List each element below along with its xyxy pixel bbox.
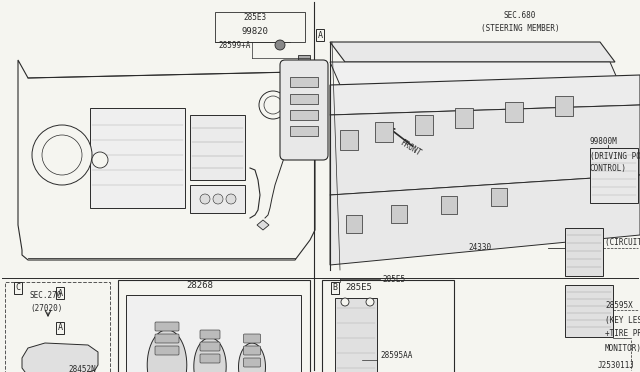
Bar: [118, 280, 310, 372]
Text: 285E3: 285E3: [243, 13, 267, 22]
Text: 28595X: 28595X: [605, 301, 633, 310]
FancyBboxPatch shape: [200, 354, 220, 363]
Text: 99800M: 99800M: [590, 138, 618, 147]
Text: MONITOR): MONITOR): [605, 343, 640, 353]
Polygon shape: [194, 338, 226, 372]
Text: 285E5: 285E5: [345, 283, 372, 292]
FancyBboxPatch shape: [243, 334, 260, 343]
Bar: [565, 285, 613, 337]
Polygon shape: [330, 105, 640, 195]
Circle shape: [366, 298, 374, 306]
Polygon shape: [330, 62, 620, 85]
FancyBboxPatch shape: [280, 60, 328, 160]
FancyBboxPatch shape: [243, 358, 260, 367]
Circle shape: [42, 135, 82, 175]
FancyBboxPatch shape: [155, 322, 179, 331]
Bar: [190, 185, 245, 213]
Bar: [335, 298, 377, 372]
Polygon shape: [22, 343, 98, 372]
FancyBboxPatch shape: [200, 330, 220, 339]
Bar: [415, 115, 433, 135]
Circle shape: [226, 194, 236, 204]
Text: 28268: 28268: [187, 282, 213, 291]
Circle shape: [259, 91, 287, 119]
Text: 99820: 99820: [241, 28, 268, 36]
Text: A: A: [58, 289, 63, 298]
Text: FRONT: FRONT: [398, 138, 422, 158]
Text: B: B: [333, 283, 337, 292]
Bar: [290, 94, 318, 104]
Bar: [555, 96, 573, 116]
Text: 285E5: 285E5: [382, 275, 405, 283]
Circle shape: [92, 152, 108, 168]
Bar: [590, 148, 638, 203]
Bar: [322, 280, 454, 372]
FancyBboxPatch shape: [243, 346, 260, 355]
Circle shape: [32, 125, 92, 185]
Bar: [391, 205, 407, 223]
Polygon shape: [330, 75, 640, 115]
Bar: [375, 122, 393, 142]
Text: SEC.270: SEC.270: [30, 291, 62, 299]
Text: 28599+A: 28599+A: [218, 41, 250, 49]
Text: (27020): (27020): [30, 304, 62, 312]
Text: A: A: [317, 31, 323, 39]
Text: (STEERING MEMBER): (STEERING MEMBER): [481, 23, 559, 32]
Bar: [290, 126, 318, 136]
Polygon shape: [330, 175, 640, 265]
Text: (DRIVING POSITION: (DRIVING POSITION: [590, 151, 640, 160]
Text: CONTROL): CONTROL): [590, 164, 627, 173]
Circle shape: [264, 96, 282, 114]
Text: SEC.680: SEC.680: [504, 10, 536, 19]
FancyBboxPatch shape: [155, 346, 179, 355]
Bar: [455, 108, 473, 128]
FancyBboxPatch shape: [200, 342, 220, 351]
Bar: [298, 55, 310, 73]
Text: (KEY LESS CONTROL: (KEY LESS CONTROL: [605, 315, 640, 324]
Circle shape: [341, 298, 349, 306]
Bar: [340, 130, 358, 150]
Bar: [491, 188, 507, 206]
Text: 28452N: 28452N: [68, 366, 96, 372]
Polygon shape: [18, 60, 315, 260]
Bar: [215, 12, 305, 42]
Circle shape: [200, 194, 210, 204]
Circle shape: [275, 40, 285, 50]
Circle shape: [213, 194, 223, 204]
Polygon shape: [239, 343, 266, 372]
Text: +TIRE PRESSURE: +TIRE PRESSURE: [605, 330, 640, 339]
Bar: [290, 110, 318, 120]
Text: (CIRCUIT BREAKER): (CIRCUIT BREAKER): [605, 237, 640, 247]
Bar: [90, 108, 185, 208]
Text: 24330: 24330: [468, 244, 491, 253]
FancyBboxPatch shape: [155, 334, 179, 343]
Bar: [505, 102, 523, 122]
Text: J253011J: J253011J: [598, 360, 635, 369]
Bar: [5, 282, 110, 372]
Text: C: C: [15, 283, 20, 292]
Polygon shape: [147, 330, 187, 372]
Text: 28595AA: 28595AA: [380, 350, 412, 359]
Bar: [126, 295, 301, 372]
Bar: [190, 115, 245, 180]
Polygon shape: [257, 220, 269, 230]
Text: A: A: [58, 324, 63, 333]
Bar: [346, 215, 362, 233]
Bar: [441, 196, 457, 214]
Polygon shape: [330, 42, 615, 62]
Bar: [290, 77, 318, 87]
Bar: [565, 228, 603, 276]
